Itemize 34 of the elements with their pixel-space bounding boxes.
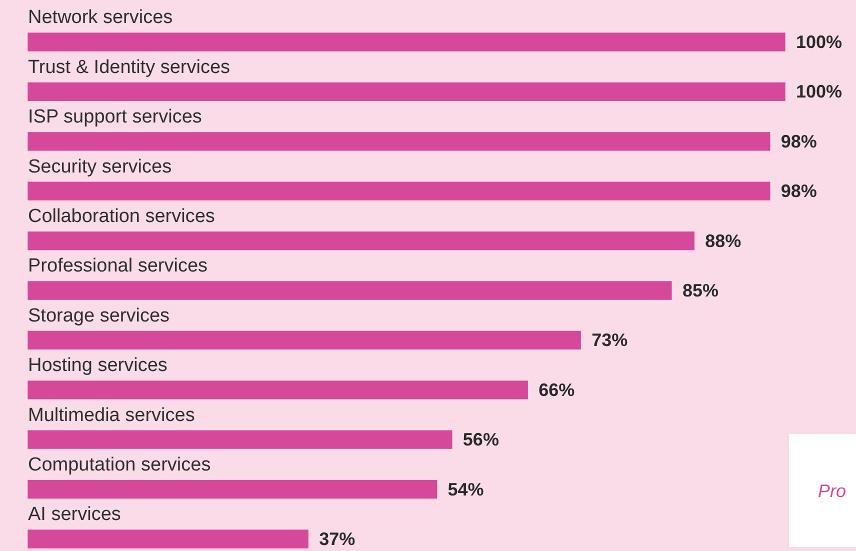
bar <box>28 231 694 250</box>
data-label: 66% <box>538 380 575 400</box>
data-label: 100% <box>796 32 842 52</box>
y-tick-label: Security services <box>28 156 172 178</box>
bar <box>28 132 770 151</box>
y-tick-label: Collaboration services <box>28 206 215 228</box>
data-label: 100% <box>796 82 842 102</box>
y-tick-label: Multimedia services <box>28 404 195 426</box>
bar <box>28 82 786 102</box>
data-label: 85% <box>682 280 718 300</box>
y-tick-label: ISP support services <box>28 106 202 128</box>
data-label: 98% <box>780 181 817 202</box>
y-tick-label: Network services <box>28 7 173 28</box>
text: Pro <box>818 481 846 502</box>
y-tick-label: AI services <box>28 504 121 526</box>
data-label: 73% <box>592 330 628 350</box>
bar <box>28 281 672 300</box>
data-label: 56% <box>462 430 499 450</box>
bar <box>28 530 308 548</box>
bar <box>28 182 770 200</box>
bar <box>28 380 528 400</box>
y-tick-label: Professional services <box>28 256 208 277</box>
y-tick-label: Computation services <box>28 454 211 476</box>
bar <box>28 430 452 449</box>
bar <box>28 480 438 499</box>
data-label: 88% <box>705 230 742 251</box>
bar <box>28 330 581 350</box>
bar <box>28 32 786 52</box>
data-label: 37% <box>319 528 356 549</box>
data-label: 98% <box>780 131 817 152</box>
y-tick-label: Hosting services <box>28 355 168 376</box>
y-tick-label: Trust & Identity services <box>28 56 230 78</box>
y-tick-label: Storage services <box>28 305 170 326</box>
data-label: 54% <box>448 479 484 500</box>
